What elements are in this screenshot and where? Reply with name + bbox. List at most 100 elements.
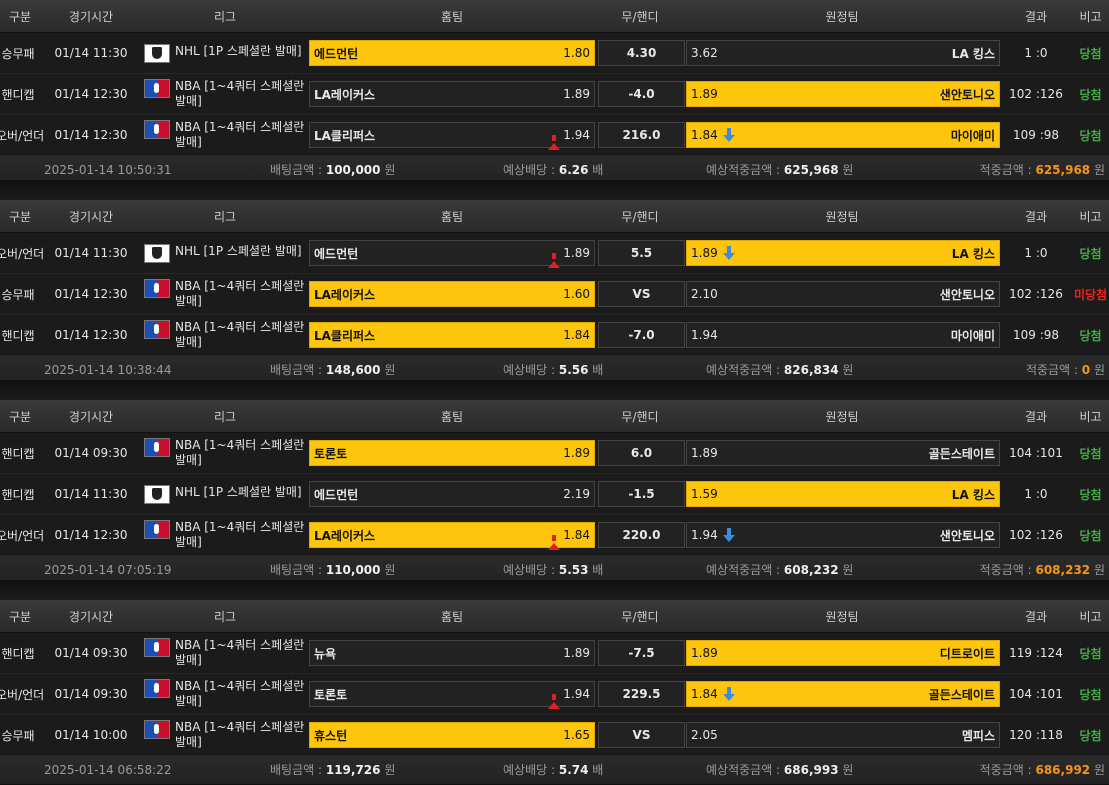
status-badge: 당첨 (1079, 328, 1102, 343)
match-time: 01/14 12:30 (54, 128, 128, 142)
home-team-name: LA클리퍼스 (314, 128, 376, 143)
expected-odds: 예상배당 : 5.56 배 (503, 363, 604, 377)
away-team-odds[interactable]: 마이애미 1.94 (686, 322, 1000, 348)
home-team-odds[interactable]: LA레이커스 1.89 (309, 81, 595, 107)
draw-handicap-value[interactable]: 220.0 (598, 522, 685, 548)
header-league: 리그 (213, 209, 237, 224)
draw-cell: VS (596, 722, 685, 748)
home-team-odds[interactable]: 휴스턴 1.65 (309, 722, 595, 748)
home-team-odds[interactable]: LA레이커스 1.84 (309, 522, 595, 550)
home-team-name: 뉴욕 (314, 646, 337, 661)
ticket-spacer (0, 380, 1109, 400)
header-away: 원정팀 (825, 609, 859, 624)
home-team-name: 토론토 (314, 687, 348, 702)
status-badge: 당첨 (1079, 46, 1102, 61)
draw-handicap-value[interactable]: -1.5 (598, 481, 685, 507)
home-team-odds[interactable]: LA클리퍼스 1.84 (309, 322, 595, 348)
league-name: NBA [1~4쿼터 스페셜란 발매] (175, 320, 305, 349)
home-odds-wrap: 1.89 (563, 446, 590, 460)
home-odds: 1.89 (563, 246, 590, 260)
draw-cell: 229.5 (596, 681, 685, 707)
away-team-odds[interactable]: 멤피스 2.05 (686, 722, 1000, 748)
away-team-odds[interactable]: 샌안토니오 1.89 (686, 81, 1000, 107)
draw-handicap-value[interactable]: 216.0 (598, 122, 685, 148)
home-odds-wrap: 1.89 (548, 246, 590, 268)
away-odds: 1.89 (691, 87, 718, 101)
status-badge: 당첨 (1079, 728, 1102, 743)
home-team-odds[interactable]: 뉴욕 1.89 (309, 640, 595, 666)
away-team-odds[interactable]: 골든스테이트 1.89 (686, 440, 1000, 466)
away-team-odds[interactable]: 샌안토니오 1.94 (686, 522, 1000, 548)
win-amount: 적중금액 : 0 원 (1025, 363, 1105, 377)
draw-handicap-value[interactable]: 5.5 (598, 240, 685, 266)
away-team-odds[interactable]: LA 킹스 1.89 (686, 240, 1000, 266)
draw-value: 229.5 (622, 687, 661, 701)
table-row: 핸디캡 01/14 12:30 NBA [1~4쿼터 스페셜란 발매] LA클리… (0, 315, 1109, 356)
draw-cell: 220.0 (596, 522, 685, 548)
away-cell: LA 킹스 3.62 (684, 40, 1000, 66)
home-team-odds[interactable]: 토론토 1.94 (309, 681, 595, 709)
draw-handicap-value[interactable]: -7.0 (598, 322, 685, 348)
match-time: 01/14 10:00 (54, 728, 128, 742)
draw-handicap-value[interactable]: -4.0 (598, 81, 685, 107)
home-cell: 토론토 1.94 (308, 681, 596, 709)
away-team-odds[interactable]: 샌안토니오 2.10 (686, 281, 1000, 307)
match-result: 102 :126 (1009, 87, 1063, 101)
home-odds: 1.89 (563, 646, 590, 660)
match-time: 01/14 11:30 (54, 46, 128, 60)
bet-type: 핸디캡 (1, 328, 35, 343)
draw-handicap-value[interactable]: VS (598, 281, 685, 307)
away-team-odds[interactable]: 골든스테이트 1.84 (686, 681, 1000, 707)
draw-value: -4.0 (628, 87, 655, 101)
away-odds-wrap: 1.89 (691, 646, 718, 660)
league-name: NBA [1~4쿼터 스페셜란 발매] (175, 79, 305, 108)
league-cell: NBA [1~4쿼터 스페셜란 발매] (142, 279, 308, 309)
home-team-odds[interactable]: LA클리퍼스 1.94 (309, 122, 595, 150)
draw-cell: -4.0 (596, 81, 685, 107)
home-team-name: 에드먼턴 (314, 487, 359, 502)
away-team-name: 디트로이트 (939, 646, 995, 661)
home-odds-wrap: 1.80 (563, 46, 590, 60)
away-odds: 2.05 (691, 728, 718, 742)
win-amount: 적중금액 : 686,992 원 (979, 763, 1105, 777)
home-team-name: LA클리퍼스 (314, 328, 376, 343)
away-team-odds[interactable]: LA 킹스 3.62 (686, 40, 1000, 66)
table-header: 구분 경기시간 리그 홈팀 무/핸디 원정팀 결과 비고 (0, 0, 1109, 33)
home-team-odds[interactable]: 에드먼턴 2.19 (309, 481, 595, 507)
away-team-odds[interactable]: LA 킹스 1.59 (686, 481, 1000, 507)
draw-handicap-value[interactable]: 6.0 (598, 440, 685, 466)
league-cell: NBA [1~4쿼터 스페셜란 발매] (142, 120, 308, 150)
bet-type: 승무패 (1, 287, 35, 302)
match-result: 1 :0 (1024, 246, 1048, 260)
away-team-odds[interactable]: 디트로이트 1.89 (686, 640, 1000, 666)
home-team-odds[interactable]: LA레이커스 1.60 (309, 281, 595, 307)
draw-handicap-value[interactable]: -7.5 (598, 640, 685, 666)
home-team-odds[interactable]: 토론토 1.89 (309, 440, 595, 466)
match-time: 01/14 11:30 (54, 487, 128, 501)
league-name: NHL [1P 스페셜란 발매] (175, 484, 302, 499)
nba-logo-icon (144, 720, 170, 739)
bet-ticket: 구분 경기시간 리그 홈팀 무/핸디 원정팀 결과 비고 승무패 01/14 1… (0, 0, 1109, 185)
header-league: 리그 (213, 609, 237, 624)
status-badge: 당첨 (1079, 246, 1102, 261)
draw-handicap-value[interactable]: VS (598, 722, 685, 748)
home-team-odds[interactable]: 에드먼턴 1.89 (309, 240, 595, 268)
draw-handicap-value[interactable]: 4.30 (598, 40, 685, 66)
nhl-logo-icon (144, 484, 170, 504)
away-cell: 골든스테이트 1.89 (684, 440, 1000, 466)
home-team-odds[interactable]: 에드먼턴 1.80 (309, 40, 595, 66)
draw-cell: 5.5 (596, 240, 685, 266)
status-badge: 당첨 (1079, 646, 1102, 661)
away-cell: 샌안토니오 2.10 (684, 281, 1000, 307)
expected-odds: 예상배당 : 6.26 배 (503, 163, 604, 177)
away-odds-wrap: 2.05 (691, 728, 718, 742)
table-row: 오버/언더 01/14 11:30 NHL [1P 스페셜란 발매] 에드먼턴 … (0, 233, 1109, 274)
draw-handicap-value[interactable]: 229.5 (598, 681, 685, 707)
bet-type: 오버/언더 (0, 687, 45, 702)
home-odds: 1.84 (563, 528, 590, 542)
home-team-name: LA레이커스 (314, 528, 376, 543)
status-badge: 당첨 (1079, 487, 1102, 502)
away-team-odds[interactable]: 마이애미 1.84 (686, 122, 1000, 148)
table-row: 핸디캡 01/14 12:30 NBA [1~4쿼터 스페셜란 발매] LA레이… (0, 74, 1109, 115)
header-type: 구분 (8, 409, 32, 424)
